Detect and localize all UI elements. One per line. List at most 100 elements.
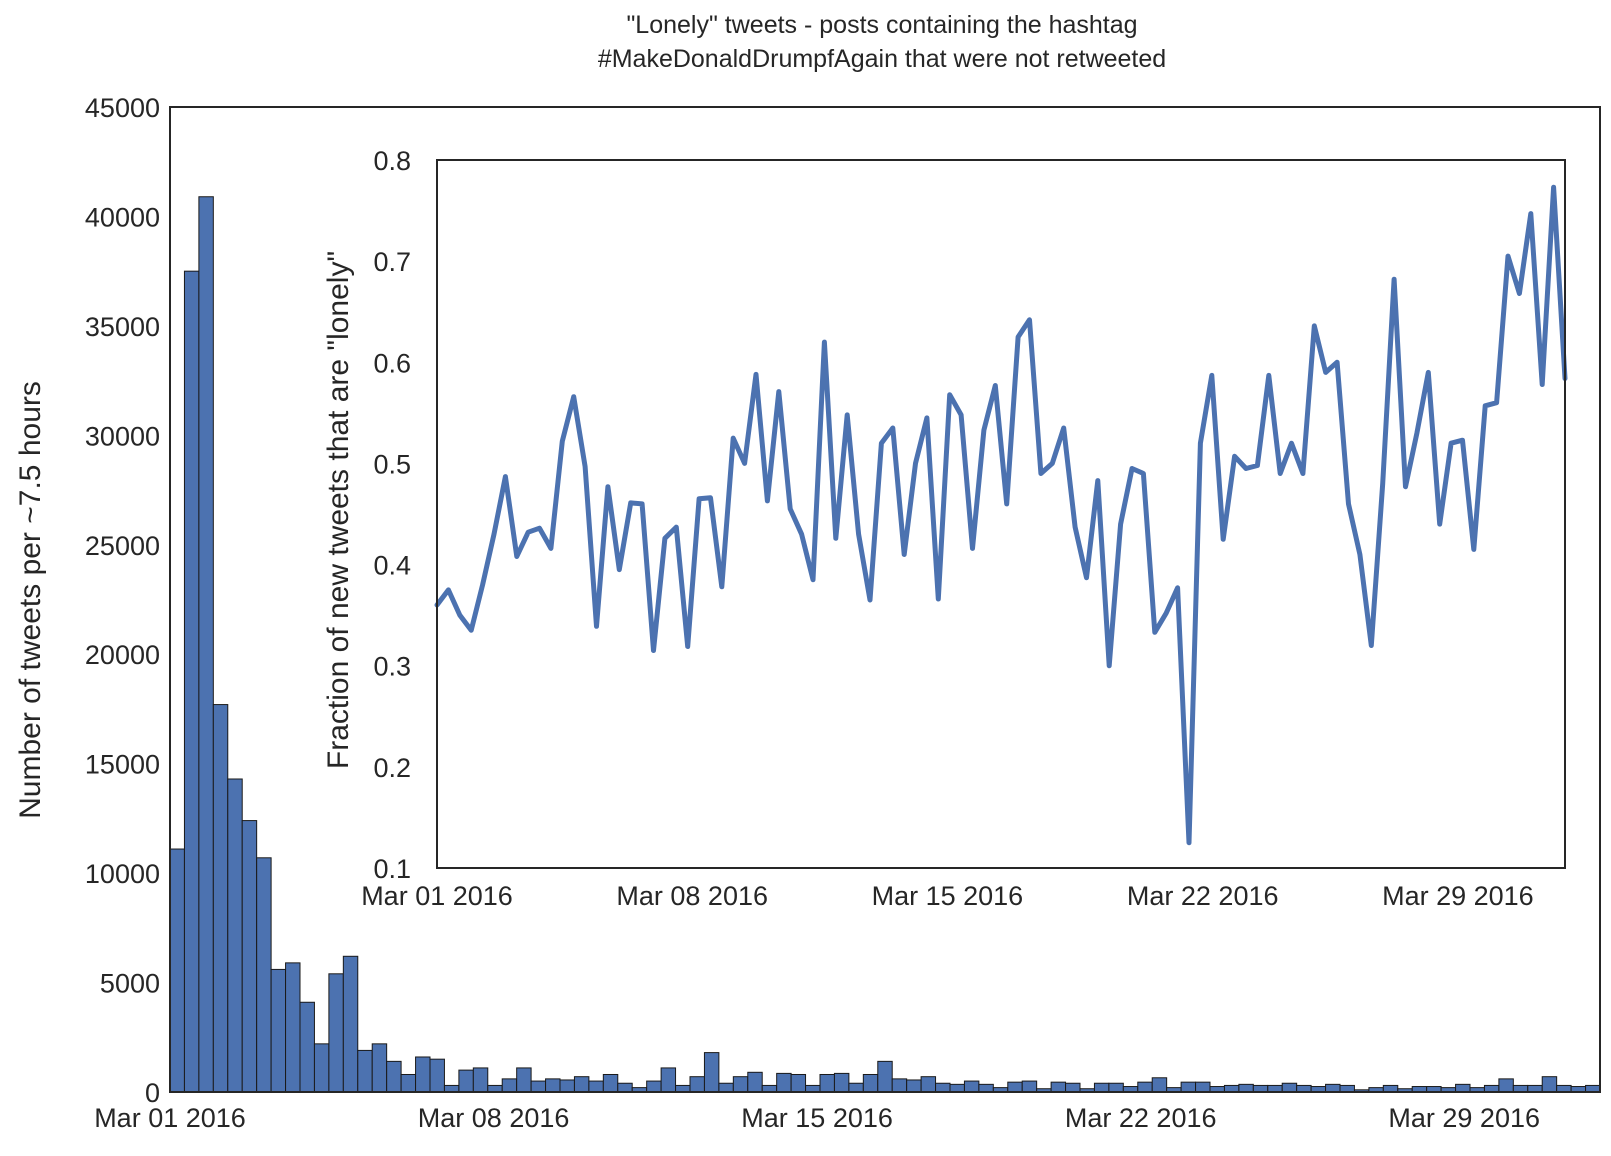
histogram-bar <box>169 848 185 1093</box>
main-y-tick-label: 20000 <box>85 640 160 670</box>
histogram-bar <box>400 1073 417 1093</box>
main-y-tick-label: 30000 <box>85 421 160 451</box>
main-x-tick-label: Mar 08 2016 <box>418 1103 570 1133</box>
inset-y-tick-label: 0.6 <box>373 348 411 378</box>
inset-x-tick-label: Mar 08 2016 <box>616 881 768 911</box>
histogram-bar <box>703 1052 720 1093</box>
histogram-bar <box>718 1082 734 1093</box>
histogram-bar <box>1151 1077 1168 1093</box>
histogram-bar <box>1238 1083 1254 1093</box>
histogram-bar <box>1498 1078 1514 1093</box>
histogram-bar <box>588 1080 604 1093</box>
histogram-bar <box>183 270 200 1093</box>
main-y-tick-label: 40000 <box>85 202 160 232</box>
histogram-bar <box>776 1072 792 1093</box>
histogram-bar <box>429 1058 445 1093</box>
histogram-bar <box>689 1076 705 1093</box>
inset-series-line <box>434 184 1568 846</box>
inset-line-series <box>434 184 1568 846</box>
histogram-bar <box>920 1076 937 1093</box>
histogram-bar <box>732 1076 749 1093</box>
histogram-bar <box>1065 1082 1081 1093</box>
histogram-bar <box>285 962 301 1093</box>
histogram-bar <box>978 1083 994 1093</box>
histogram-bar <box>328 973 344 1093</box>
histogram-bar <box>833 1072 850 1093</box>
inset-x-tick-label: Mar 29 2016 <box>1382 881 1534 911</box>
histogram-bar <box>1180 1081 1197 1093</box>
histogram-bar <box>1195 1081 1211 1093</box>
inset-y-axis-label: Fraction of new tweets that are "lonely" <box>322 251 355 769</box>
histogram-bar <box>198 196 214 1093</box>
histogram-bar <box>602 1073 619 1093</box>
main-x-tick-label: Mar 29 2016 <box>1388 1103 1540 1133</box>
inset-y-tick-label: 0.8 <box>373 146 411 176</box>
histogram-bar <box>1108 1082 1124 1093</box>
histogram-bar <box>646 1080 662 1093</box>
histogram-bar <box>371 1043 388 1093</box>
histogram-bar <box>342 955 359 1093</box>
histogram-bar <box>1281 1082 1298 1093</box>
histogram-bar <box>1455 1083 1471 1093</box>
chart-title-line2: #MakeDonaldDrumpfAgain that were not ret… <box>598 45 1166 73</box>
histogram-bar <box>862 1073 879 1093</box>
inset-x-tick-label: Mar 15 2016 <box>872 881 1024 911</box>
histogram-bar <box>1021 1080 1038 1093</box>
histogram-bar <box>501 1078 518 1093</box>
main-y-tick-label: 45000 <box>85 93 160 123</box>
inset-y-tick-label: 0.5 <box>373 449 411 479</box>
histogram-bar <box>963 1080 980 1093</box>
histogram-bar <box>559 1079 575 1093</box>
inset-y-tick-label: 0.3 <box>373 652 411 682</box>
main-y-tick-label: 0 <box>145 1078 160 1108</box>
inset-background <box>437 160 1565 868</box>
histogram-bar <box>1050 1081 1067 1093</box>
histogram-bar <box>935 1082 951 1093</box>
histogram-bar <box>313 1043 330 1093</box>
histogram-bar <box>790 1073 807 1093</box>
inset-y-tick-labels: 0.1 0.2 0.3 0.4 0.5 0.6 0.7 0.8 <box>373 146 411 884</box>
histogram-bar <box>299 1001 315 1093</box>
histogram-bar <box>241 820 258 1093</box>
inset-x-tick-label: Mar 22 2016 <box>1127 881 1279 911</box>
histogram-bar <box>1137 1081 1153 1093</box>
histogram-bar <box>530 1080 547 1093</box>
main-x-tick-label: Mar 22 2016 <box>1065 1103 1217 1133</box>
main-x-tick-labels: Mar 01 2016 Mar 08 2016 Mar 15 2016 Mar 22 … <box>94 1103 1540 1133</box>
inset-y-tick-label: 0.1 <box>373 854 411 884</box>
inset-plot-frame <box>436 159 1566 869</box>
main-x-tick-label: Mar 01 2016 <box>94 1103 246 1133</box>
main-y-tick-label: 15000 <box>85 750 160 780</box>
inset-y-tick-label: 0.2 <box>373 753 411 783</box>
main-y-tick-label: 10000 <box>85 859 160 889</box>
histogram-bar <box>227 778 243 1093</box>
inset-x-tick-label: Mar 01 2016 <box>361 881 513 911</box>
main-y-tick-labels: 0 5000 10000 15000 20000 25000 30000 35000 40000… <box>85 93 160 1108</box>
histogram-bar <box>1093 1082 1110 1093</box>
histogram-bar <box>617 1082 633 1093</box>
histogram-bar <box>906 1079 922 1093</box>
histogram-bar <box>819 1073 835 1093</box>
main-plot-frame <box>169 106 1601 1093</box>
histogram-bar <box>573 1076 590 1093</box>
inset-y-tick-label: 0.4 <box>373 551 411 581</box>
histogram-bar <box>891 1078 908 1093</box>
histogram-bar <box>415 1056 431 1093</box>
histogram-bars <box>169 196 1601 1093</box>
histogram-bar <box>516 1067 532 1093</box>
histogram-bar <box>1007 1081 1023 1093</box>
main-y-tick-label: 25000 <box>85 531 160 561</box>
main-y-tick-label: 35000 <box>85 312 160 342</box>
inset-y-tick-label: 0.7 <box>373 247 411 277</box>
main-y-tick-label: 5000 <box>100 969 160 999</box>
main-x-tick-label: Mar 15 2016 <box>741 1103 893 1133</box>
histogram-bar <box>212 704 229 1093</box>
histogram-bar <box>472 1067 489 1093</box>
histogram-bar <box>1325 1083 1341 1093</box>
histogram-bar <box>848 1082 864 1093</box>
histogram-bar <box>545 1078 561 1093</box>
histogram-bar <box>747 1071 763 1093</box>
histogram-bar <box>458 1069 474 1093</box>
histogram-bar <box>877 1060 893 1093</box>
